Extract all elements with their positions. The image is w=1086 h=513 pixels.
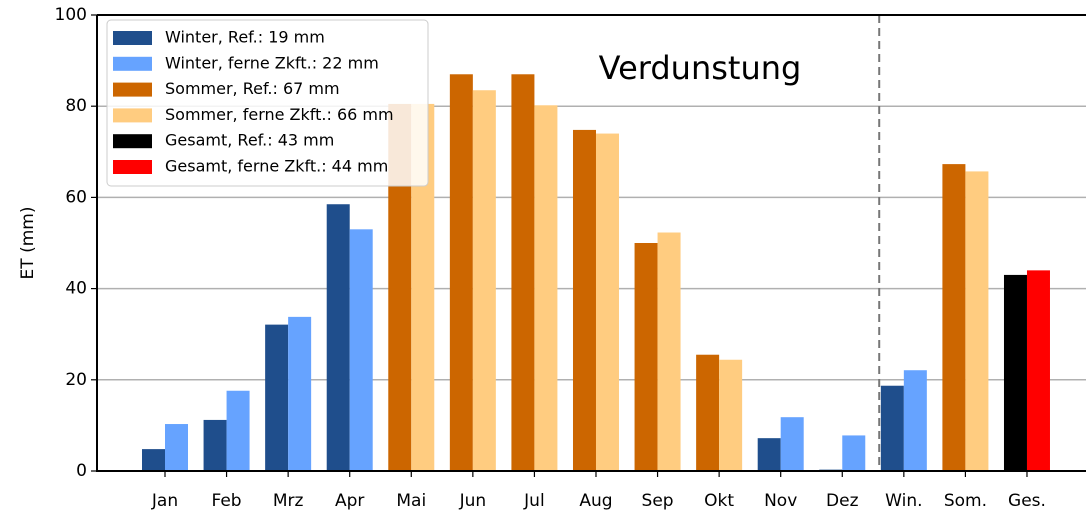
x-tick-label: Mai [396,491,426,511]
x-tick-label: Jan [151,491,178,511]
legend-label: Winter, ferne Zkft.: 22 mm [165,53,379,72]
x-tick-label: Feb [212,491,242,511]
legend: Winter, Ref.: 19 mm Winter, ferne Zkft.: … [106,19,429,187]
bar [411,103,435,472]
y-tick-label: 0 [76,461,87,481]
bar [349,229,373,471]
x-tick-label: Aug [579,491,612,511]
bar [880,385,904,471]
bar [572,129,596,472]
x-tick-label: Sep [642,491,674,511]
x-tick-label: Win. [885,491,922,511]
bar [657,232,681,471]
y-axis-label: ET (mm) [18,207,38,280]
bar [388,103,412,472]
x-tick-label: Ges. [1008,491,1046,511]
bar [1003,274,1027,471]
legend-swatch [113,160,152,174]
bar [534,105,558,472]
bar [780,417,804,471]
bar [203,419,227,471]
bar [165,424,188,471]
x-tick-label: Nov [764,491,797,511]
legend-swatch [113,108,152,123]
legend-label: Sommer, Ref.: 67 mm [165,79,340,98]
legend-label: Winter, Ref.: 19 mm [165,28,325,47]
bar [326,204,350,472]
bar [965,171,989,471]
bar [1026,270,1050,471]
legend-label: Sommer, ferne Zkft.: 66 mm [165,105,394,124]
bar [696,354,720,471]
bar [472,90,496,472]
bar [595,133,619,471]
bar [757,438,781,471]
bar [511,74,535,471]
bar [719,359,743,471]
x-tick-label: Som. [944,491,987,511]
x-tick-label: Jun [459,491,487,511]
x-tick-label: Jul [523,491,545,511]
bar [903,370,927,471]
legend-label: Gesamt, ferne Zkft.: 44 mm [165,157,388,176]
y-tick-label: 40 [65,279,87,299]
bar [634,243,658,471]
y-tick-label: 60 [65,187,87,207]
bar [265,324,289,471]
bar [142,449,165,471]
bar [288,316,312,471]
legend-label: Gesamt, Ref.: 43 mm [165,131,334,150]
bar [449,74,473,471]
axes-frame [96,14,1086,472]
x-tick-label: Mrz [273,491,304,511]
legend-swatch [113,31,152,45]
bar [226,390,250,471]
y-tick-label: 100 [55,5,87,25]
annotation: Verdunstung [599,49,802,87]
x-tick-label: Okt [704,491,734,511]
x-tick-label: Dez [826,491,859,511]
y-tick-label: 20 [65,370,87,390]
legend-box [106,19,429,187]
legend-swatch [113,134,152,149]
legend-swatch [113,82,152,97]
y-tick-label: 80 [65,96,87,116]
bar [842,435,866,471]
x-tick-label: Apr [335,491,364,511]
bar [942,164,966,471]
legend-swatch [113,56,152,71]
